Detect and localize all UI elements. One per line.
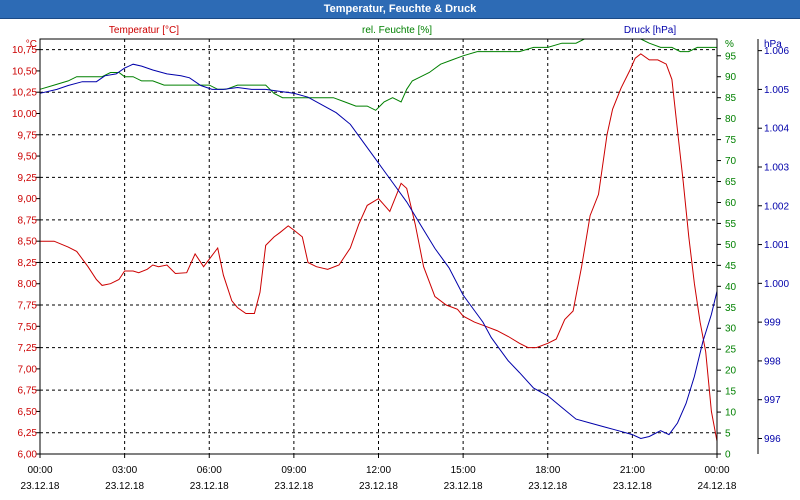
humidity-tick-label: 35 <box>725 303 737 314</box>
humidity-tick-label: 10 <box>725 408 737 419</box>
temperature-tick-label: 10,00 <box>12 109 37 120</box>
x-tick-time: 21:00 <box>620 465 645 476</box>
grid <box>40 39 717 454</box>
pressure-tick-label: 996 <box>764 434 781 445</box>
humidity-tick-label: 90 <box>725 72 737 83</box>
temperature-tick-label: 6,00 <box>18 450 38 461</box>
temperature-series-line <box>40 53 718 442</box>
humidity-tick-label: 5 <box>725 429 731 440</box>
humidity-tick-label: 70 <box>725 156 737 167</box>
temperature-tick-label: 9,50 <box>18 152 38 163</box>
x-tick-time: 06:00 <box>197 465 222 476</box>
pressure-tick-label: 1.002 <box>764 201 789 212</box>
humidity-tick-label: 50 <box>725 240 737 251</box>
temperature-tick-label: 8,50 <box>18 237 38 248</box>
pressure-axis-title: Druck [hPa] <box>624 25 676 36</box>
temperature-tick-label: 7,50 <box>18 322 38 333</box>
x-tick-time: 00:00 <box>27 465 52 476</box>
humidity-axis-title: rel. Feuchte [%] <box>362 25 432 36</box>
chart-area: 00:00 23.12.18 03:00 23.12.18 06:00 23.12.18 0… <box>12 25 789 492</box>
x-tick-date: 24.12.18 <box>698 481 737 492</box>
x-tick-time: 00:00 <box>704 465 729 476</box>
temperature-tick-label: 10,75 <box>12 45 37 56</box>
x-tick-time: 18:00 <box>535 465 560 476</box>
x-tick-time: 12:00 <box>366 465 391 476</box>
x-tick-time: 09:00 <box>281 465 306 476</box>
temperature-tick-label: 9,25 <box>18 173 38 184</box>
chart-title: Temperatur, Feuchte & Druck <box>323 3 477 15</box>
temperature-tick-label: 6,75 <box>18 386 38 397</box>
axis-labels-group: Temperatur [°C] rel. Feuchte [%] Druck [… <box>26 25 782 50</box>
humidity-tick-label: 55 <box>725 219 737 230</box>
x-tick-time: 03:00 <box>112 465 137 476</box>
temperature-tick-label: 7,25 <box>18 343 38 354</box>
temperature-tick-label: 6,25 <box>18 428 38 439</box>
pressure-tick-label: 1.006 <box>764 46 789 57</box>
x-tick-date: 23.12.18 <box>190 481 229 492</box>
pressure-tick-label: 1.003 <box>764 162 789 173</box>
humidity-tick-label: 40 <box>725 282 737 293</box>
pressure-axis-unit: hPa <box>764 39 782 50</box>
temperature-tick-label: 7,75 <box>18 301 38 312</box>
axes-group: 00:00 23.12.18 03:00 23.12.18 06:00 23.12.18 0… <box>12 39 789 492</box>
pressure-tick-label: 1.004 <box>764 124 789 135</box>
x-tick-time: 15:00 <box>451 465 476 476</box>
temperature-tick-label: 8,00 <box>18 279 38 290</box>
temperature-tick-label: 8,25 <box>18 258 38 269</box>
pressure-tick-label: 998 <box>764 356 781 367</box>
chart-title-bar: Temperatur, Feuchte & Druck <box>0 0 800 19</box>
humidity-tick-label: 95 <box>725 51 737 62</box>
pressure-tick-label: 1.005 <box>764 85 789 96</box>
pressure-tick-label: 997 <box>764 395 781 406</box>
pressure-series-line <box>39 63 718 440</box>
x-tick-date: 23.12.18 <box>274 481 313 492</box>
humidity-tick-label: 85 <box>725 93 737 104</box>
temperature-tick-label: 9,00 <box>18 194 38 205</box>
temperature-tick-label: 8,75 <box>18 215 38 226</box>
humidity-tick-label: 80 <box>725 114 737 125</box>
temperature-tick-label: 9,75 <box>18 130 38 141</box>
pressure-tick-label: 1.000 <box>764 279 789 290</box>
x-tick-date: 23.12.18 <box>528 481 567 492</box>
humidity-tick-label: 75 <box>725 135 737 146</box>
x-tick-date: 23.12.18 <box>21 481 60 492</box>
temperature-tick-label: 6,50 <box>18 407 38 418</box>
humidity-tick-label: 15 <box>725 387 737 398</box>
humidity-tick-label: 25 <box>725 345 737 356</box>
x-tick-date: 23.12.18 <box>613 481 652 492</box>
pressure-tick-label: 999 <box>764 318 781 329</box>
humidity-tick-label: 30 <box>725 324 737 335</box>
temperature-tick-label: 7,00 <box>18 364 38 375</box>
humidity-tick-label: 0 <box>725 450 731 461</box>
humidity-tick-label: 60 <box>725 198 737 209</box>
humidity-tick-label: 65 <box>725 177 737 188</box>
humidity-tick-label: 45 <box>725 261 737 272</box>
x-tick-date: 23.12.18 <box>444 481 483 492</box>
temperature-tick-label: 10,50 <box>12 66 37 77</box>
pressure-tick-label: 1.001 <box>764 240 789 251</box>
humidity-tick-label: 20 <box>725 366 737 377</box>
x-tick-date: 23.12.18 <box>359 481 398 492</box>
temperature-axis-unit: °C <box>26 39 37 50</box>
humidity-axis-unit: % <box>725 39 734 50</box>
temperature-tick-label: 10,25 <box>12 88 37 99</box>
x-tick-date: 23.12.18 <box>105 481 144 492</box>
temperature-axis-title: Temperatur [°C] <box>109 25 179 36</box>
